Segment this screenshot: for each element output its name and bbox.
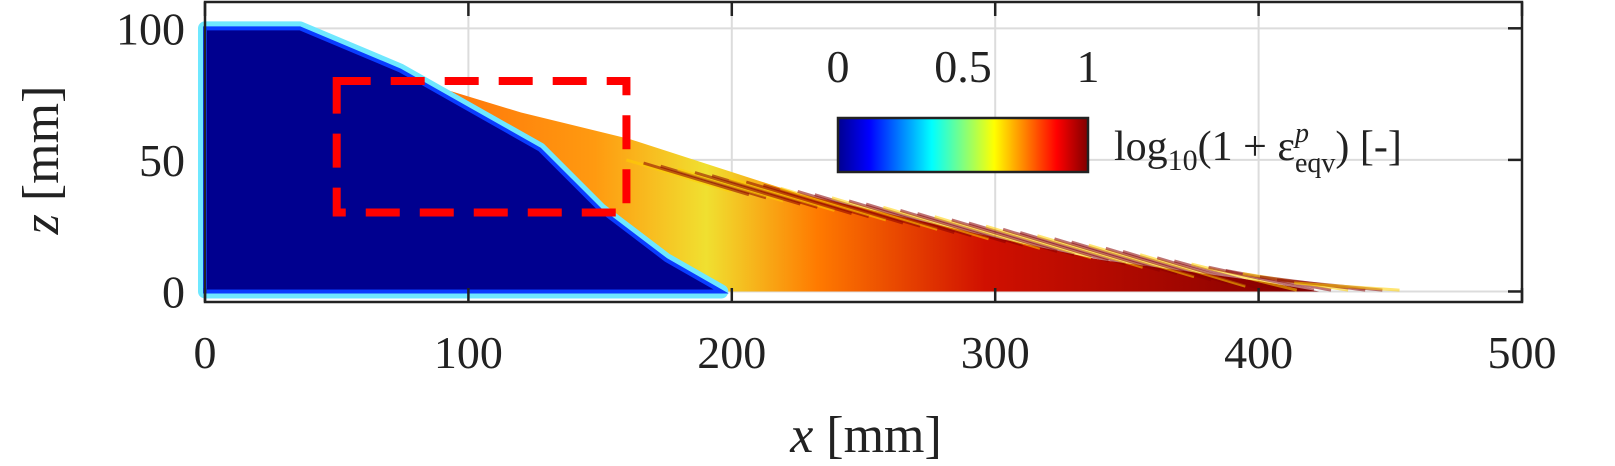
shear-band: [694, 171, 801, 206]
shear-band: [1173, 259, 1281, 292]
colorbar-gradient: [836, 116, 1090, 174]
y-tick-label: 0: [162, 266, 185, 317]
shear-band: [1156, 256, 1263, 291]
x-tick-label: 400: [1224, 327, 1293, 378]
colorbar-tick-label: 0.5: [934, 41, 992, 92]
shear-band: [917, 212, 1024, 247]
x-tick-label: 0: [194, 327, 217, 378]
shear-band: [677, 167, 784, 203]
shear-band: [660, 164, 767, 200]
shear-band: [626, 158, 733, 193]
colorbar-label: log10(1 + εp eqv) [-]: [1114, 118, 1402, 179]
shear-band: [728, 177, 835, 212]
shear-band: [865, 202, 972, 238]
colorbar-tick-label: 0: [827, 41, 850, 92]
x-axis-label: x [mm]: [789, 407, 942, 464]
shear-band: [780, 186, 887, 222]
shear-band: [1036, 234, 1144, 269]
shear-band: [797, 190, 904, 225]
shear-band: [711, 174, 818, 209]
shear-band: [951, 218, 1058, 253]
y-tick-label: 50: [139, 135, 185, 186]
x-tick-label: 200: [697, 327, 766, 378]
x-tick-label: 300: [961, 327, 1030, 378]
shear-band: [643, 161, 750, 197]
colorbar-tick-label: 1: [1077, 41, 1100, 92]
x-tick-label: 500: [1488, 327, 1557, 378]
x-tick-label: 100: [434, 327, 503, 378]
shear-band: [1019, 231, 1127, 266]
shear-band: [1294, 281, 1400, 292]
shear-band: [831, 196, 938, 231]
annotation-box: [332, 76, 631, 217]
shear-band: [882, 205, 990, 241]
y-axis-label: z [mm]: [13, 86, 70, 236]
shear-band: [1088, 243, 1195, 279]
shear-band: [848, 199, 955, 234]
y-tick-label: 100: [116, 3, 185, 54]
shear-band: [1105, 246, 1212, 282]
shear-band: [934, 215, 1041, 250]
axes: 0 100 200 300 400 500 0 50 100: [116, 0, 1557, 378]
shear-band: [745, 180, 853, 216]
shear-band: [1002, 227, 1109, 263]
shear-band: [814, 193, 921, 228]
shear-band: [1054, 237, 1161, 272]
shear-band: [762, 183, 870, 219]
shear-band: [1071, 240, 1178, 276]
colorbar: 0 0.5 1: [827, 41, 1100, 174]
axes-frame: [203, 0, 1524, 304]
shear-band: [1139, 253, 1246, 288]
shear-band: [1122, 250, 1229, 285]
shear-band: [985, 224, 1092, 260]
shear-band: [899, 208, 1007, 244]
strain-field: [198, 21, 1400, 299]
shear-band: [968, 221, 1075, 257]
